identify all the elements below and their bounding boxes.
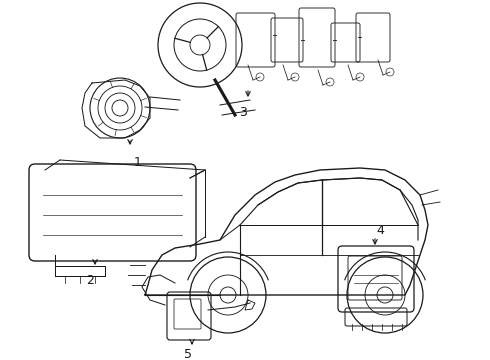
Text: 1: 1 — [134, 156, 142, 168]
Text: 5: 5 — [184, 348, 192, 360]
Text: 4: 4 — [376, 224, 384, 237]
Text: 3: 3 — [239, 105, 247, 118]
Text: 2: 2 — [86, 274, 94, 287]
